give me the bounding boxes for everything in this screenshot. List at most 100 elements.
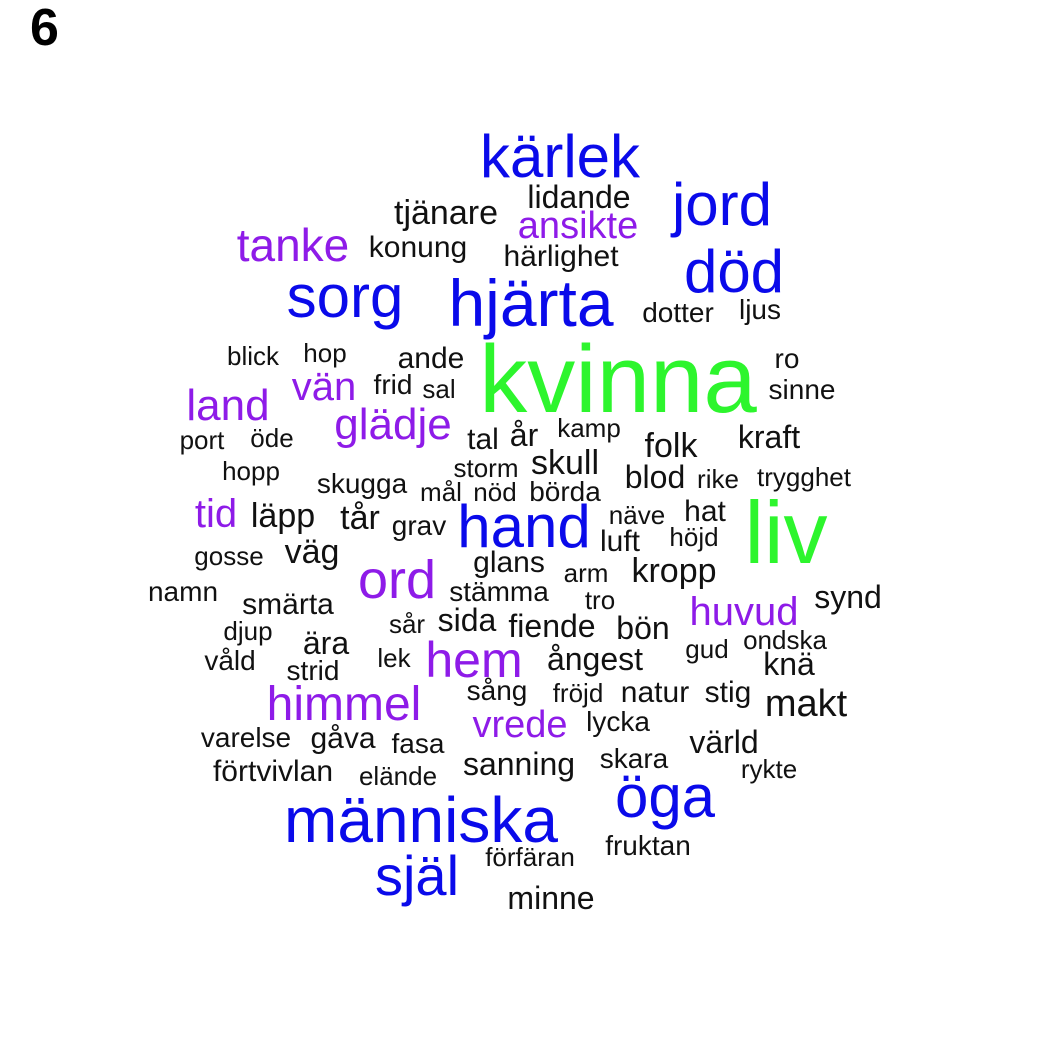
- word-öde: öde: [250, 423, 294, 453]
- word-tro: tro: [584, 585, 616, 615]
- word-ondska: ondska: [743, 625, 827, 655]
- word-ljus: ljus: [738, 294, 782, 325]
- word-väg: väg: [284, 533, 340, 571]
- word-storm: storm: [453, 453, 519, 483]
- word-fröjd: fröjd: [552, 678, 604, 708]
- word-liv: liv: [744, 483, 828, 582]
- word-nöd: nöd: [473, 477, 517, 507]
- word-död: död: [683, 238, 785, 305]
- word-elände: elände: [358, 761, 438, 791]
- word-luft: luft: [599, 525, 641, 558]
- word-tal: tal: [467, 423, 499, 456]
- word-människa: människa: [284, 784, 558, 856]
- word-tår: tår: [340, 499, 380, 537]
- word-dotter: dotter: [642, 297, 714, 328]
- word-sinne: sinne: [768, 374, 836, 405]
- word-varelse: varelse: [200, 722, 292, 753]
- word-förfäran: förfäran: [485, 842, 575, 872]
- word-grav: grav: [391, 510, 447, 541]
- word-näve: näve: [608, 500, 666, 530]
- word-hopp: hopp: [222, 456, 280, 486]
- word-kvinna: kvinna: [479, 326, 757, 433]
- word-värld: värld: [689, 724, 759, 760]
- word-skull: skull: [530, 444, 600, 482]
- word-tanke: tanke: [236, 219, 350, 271]
- word-tjänare: tjänare: [394, 194, 498, 232]
- word-minne: minne: [507, 880, 595, 916]
- word-himmel: himmel: [266, 678, 422, 731]
- word-hjärta: hjärta: [448, 266, 614, 340]
- word-lycka: lycka: [586, 706, 650, 737]
- word-gåva: gåva: [310, 722, 376, 755]
- panel-label: 6: [30, 0, 59, 57]
- word-tid: tid: [194, 492, 238, 536]
- word-konung: konung: [368, 231, 468, 264]
- word-hat: hat: [684, 495, 726, 528]
- word-glans: glans: [473, 546, 545, 579]
- word-blick: blick: [226, 341, 280, 371]
- word-trygghet: trygghet: [757, 462, 851, 492]
- word-frid: frid: [373, 369, 413, 400]
- word-ro: ro: [774, 343, 800, 374]
- word-bön: bön: [616, 610, 670, 646]
- word-sorg: sorg: [286, 263, 404, 330]
- word-fasa: fasa: [391, 728, 445, 759]
- word-skugga: skugga: [316, 468, 408, 499]
- word-sår: sår: [388, 609, 426, 639]
- word-fiende: fiende: [508, 608, 596, 644]
- word-namn: namn: [147, 576, 219, 607]
- word-fruktan: fruktan: [605, 830, 691, 861]
- word-stig: stig: [704, 676, 752, 709]
- word-blod: blod: [624, 459, 686, 495]
- word-härlighet: härlighet: [503, 240, 619, 273]
- word-strid: strid: [286, 655, 340, 686]
- word-mål: mål: [420, 477, 462, 507]
- word-ära: ära: [302, 625, 350, 661]
- word-ångest: ångest: [546, 641, 644, 677]
- word-börda: börda: [529, 476, 601, 507]
- word-synd: synd: [814, 579, 882, 615]
- word-själ: själ: [374, 844, 460, 907]
- word-ande: ande: [397, 342, 465, 375]
- word-sång: sång: [466, 675, 528, 706]
- word-rike: rike: [697, 464, 739, 494]
- word-arm: arm: [563, 558, 609, 588]
- word-makt: makt: [764, 683, 848, 725]
- word-kraft: kraft: [737, 419, 801, 455]
- word-förtvivlan: förtvivlan: [212, 755, 334, 788]
- word-gud: gud: [685, 634, 729, 664]
- word-folk: folk: [644, 427, 698, 465]
- word-läpp: läpp: [250, 497, 316, 535]
- word-smärta: smärta: [242, 588, 334, 621]
- word-ansikte: ansikte: [517, 205, 639, 247]
- word-sal: sal: [422, 374, 456, 404]
- word-gosse: gosse: [194, 541, 264, 571]
- word-vrede: vrede: [472, 704, 568, 746]
- word-höjd: höjd: [669, 522, 719, 552]
- word-hem: hem: [425, 632, 523, 688]
- word-hop: hop: [303, 338, 347, 368]
- word-lidande: lidande: [527, 179, 631, 215]
- word-våld: våld: [204, 645, 256, 676]
- word-djup: djup: [223, 616, 273, 646]
- word-hand: hand: [457, 493, 591, 560]
- word-kropp: kropp: [631, 552, 717, 590]
- word-kamp: kamp: [557, 413, 621, 443]
- word-vän: vän: [291, 365, 357, 409]
- word-kärlek: kärlek: [479, 123, 641, 190]
- word-natur: natur: [620, 676, 690, 709]
- word-land: land: [186, 381, 270, 430]
- word-lek: lek: [377, 643, 411, 673]
- word-glädje: glädje: [334, 400, 452, 449]
- word-stämma: stämma: [449, 576, 549, 607]
- word-öga: öga: [614, 763, 716, 830]
- word-knä: knä: [763, 646, 815, 682]
- word-ord: ord: [357, 550, 437, 610]
- word-sanning: sanning: [462, 746, 576, 782]
- word-skara: skara: [599, 743, 669, 774]
- word-port: port: [179, 425, 225, 455]
- word-rykte: rykte: [740, 754, 798, 784]
- word-år: år: [509, 417, 539, 453]
- word-huvud: huvud: [689, 590, 799, 634]
